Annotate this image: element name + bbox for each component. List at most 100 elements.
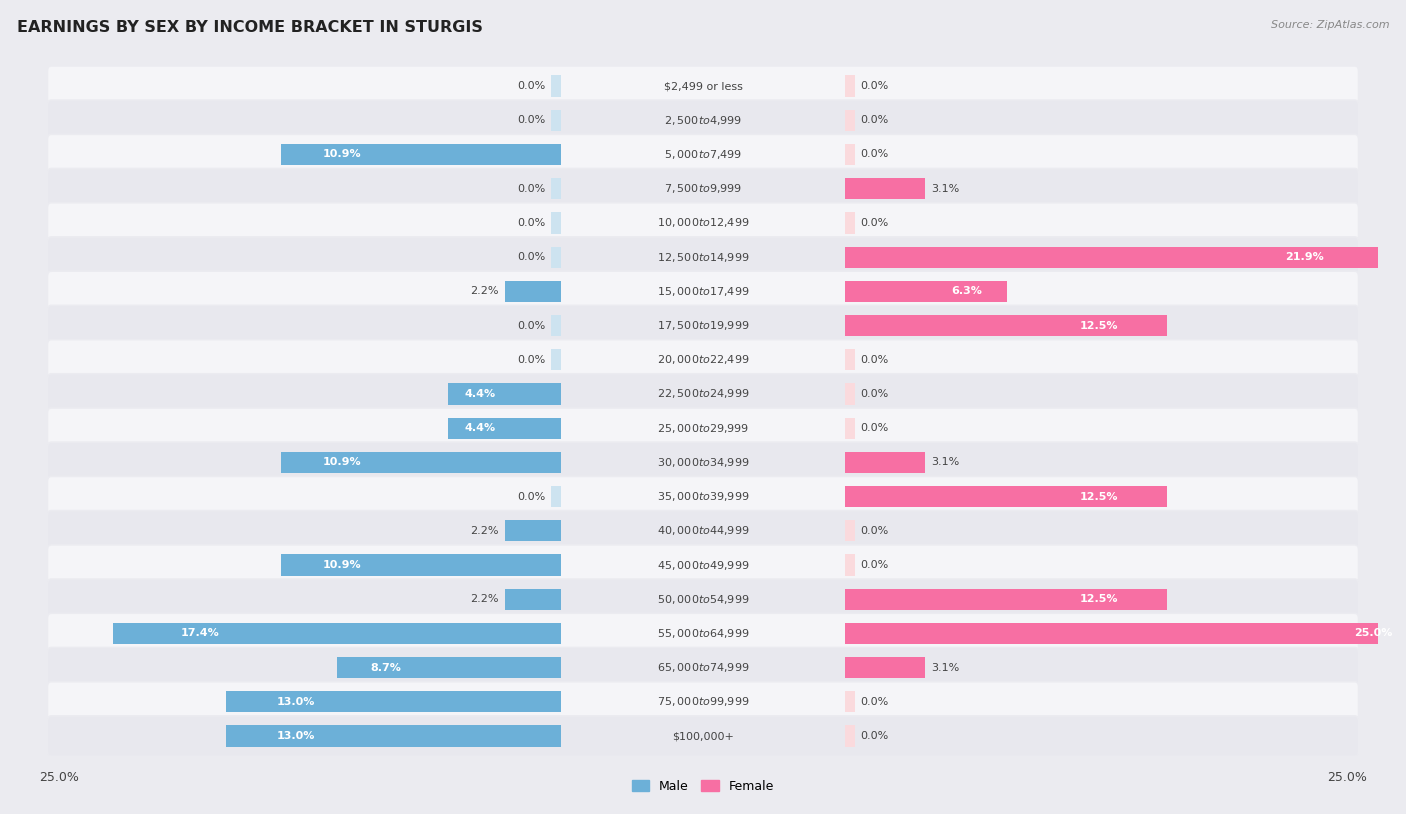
- Text: 2.2%: 2.2%: [470, 594, 498, 604]
- Bar: [551, 212, 561, 234]
- FancyBboxPatch shape: [48, 339, 1358, 380]
- Text: 10.9%: 10.9%: [322, 560, 361, 570]
- Bar: [337, 657, 561, 678]
- Text: 2.2%: 2.2%: [470, 526, 498, 536]
- Bar: [551, 178, 561, 199]
- Bar: [845, 486, 1167, 507]
- Text: 0.0%: 0.0%: [517, 321, 546, 330]
- Text: $15,000 to $17,499: $15,000 to $17,499: [657, 285, 749, 298]
- Bar: [845, 418, 855, 439]
- Text: 4.4%: 4.4%: [465, 423, 496, 433]
- Text: 17.4%: 17.4%: [180, 628, 219, 638]
- Text: $65,000 to $74,999: $65,000 to $74,999: [657, 661, 749, 674]
- Bar: [845, 349, 855, 370]
- Bar: [845, 178, 925, 199]
- Bar: [505, 281, 561, 302]
- Text: $50,000 to $54,999: $50,000 to $54,999: [657, 593, 749, 606]
- Text: $55,000 to $64,999: $55,000 to $64,999: [657, 627, 749, 640]
- Text: 0.0%: 0.0%: [860, 731, 889, 741]
- Bar: [845, 281, 1007, 302]
- Text: 0.0%: 0.0%: [517, 116, 546, 125]
- Text: 0.0%: 0.0%: [860, 423, 889, 433]
- Text: $7,500 to $9,999: $7,500 to $9,999: [664, 182, 742, 195]
- Text: 21.9%: 21.9%: [1285, 252, 1324, 262]
- Text: 0.0%: 0.0%: [860, 355, 889, 365]
- Text: $20,000 to $22,499: $20,000 to $22,499: [657, 353, 749, 366]
- Text: $30,000 to $34,999: $30,000 to $34,999: [657, 456, 749, 469]
- Text: 12.5%: 12.5%: [1080, 594, 1118, 604]
- Bar: [845, 247, 1406, 268]
- FancyBboxPatch shape: [48, 374, 1358, 414]
- FancyBboxPatch shape: [48, 305, 1358, 346]
- Text: $40,000 to $44,999: $40,000 to $44,999: [657, 524, 749, 537]
- Text: $35,000 to $39,999: $35,000 to $39,999: [657, 490, 749, 503]
- Text: 0.0%: 0.0%: [860, 526, 889, 536]
- Text: 0.0%: 0.0%: [860, 697, 889, 707]
- Text: 25.0%: 25.0%: [1354, 628, 1392, 638]
- Text: 0.0%: 0.0%: [517, 184, 546, 194]
- Text: 0.0%: 0.0%: [860, 389, 889, 399]
- Text: $25,000 to $29,999: $25,000 to $29,999: [657, 422, 749, 435]
- Bar: [845, 520, 855, 541]
- Bar: [226, 691, 561, 712]
- Text: $100,000+: $100,000+: [672, 731, 734, 741]
- FancyBboxPatch shape: [48, 510, 1358, 551]
- Bar: [845, 725, 855, 746]
- Bar: [449, 383, 561, 405]
- Text: 6.3%: 6.3%: [952, 287, 983, 296]
- FancyBboxPatch shape: [48, 442, 1358, 483]
- Text: $2,499 or less: $2,499 or less: [664, 81, 742, 91]
- Text: 3.1%: 3.1%: [931, 457, 959, 467]
- FancyBboxPatch shape: [48, 681, 1358, 722]
- Bar: [551, 486, 561, 507]
- Text: 0.0%: 0.0%: [517, 81, 546, 91]
- FancyBboxPatch shape: [48, 579, 1358, 619]
- Text: $12,500 to $14,999: $12,500 to $14,999: [657, 251, 749, 264]
- Bar: [845, 589, 1167, 610]
- Text: 2.2%: 2.2%: [470, 287, 498, 296]
- Bar: [845, 452, 925, 473]
- Bar: [281, 452, 561, 473]
- Bar: [845, 110, 855, 131]
- Bar: [226, 725, 561, 746]
- Text: 0.0%: 0.0%: [517, 355, 546, 365]
- Text: 13.0%: 13.0%: [277, 697, 315, 707]
- Bar: [505, 520, 561, 541]
- Bar: [281, 144, 561, 165]
- Text: Source: ZipAtlas.com: Source: ZipAtlas.com: [1271, 20, 1389, 30]
- Bar: [551, 349, 561, 370]
- Text: $2,500 to $4,999: $2,500 to $4,999: [664, 114, 742, 127]
- Text: 0.0%: 0.0%: [517, 492, 546, 501]
- FancyBboxPatch shape: [48, 647, 1358, 688]
- Text: $17,500 to $19,999: $17,500 to $19,999: [657, 319, 749, 332]
- Text: $5,000 to $7,499: $5,000 to $7,499: [664, 148, 742, 161]
- Text: 12.5%: 12.5%: [1080, 492, 1118, 501]
- Text: 0.0%: 0.0%: [860, 218, 889, 228]
- Text: 3.1%: 3.1%: [931, 184, 959, 194]
- Bar: [845, 691, 855, 712]
- FancyBboxPatch shape: [48, 66, 1358, 107]
- FancyBboxPatch shape: [48, 408, 1358, 449]
- Bar: [112, 623, 561, 644]
- FancyBboxPatch shape: [48, 237, 1358, 278]
- Bar: [449, 418, 561, 439]
- FancyBboxPatch shape: [48, 168, 1358, 209]
- Text: 10.9%: 10.9%: [322, 457, 361, 467]
- Text: $75,000 to $99,999: $75,000 to $99,999: [657, 695, 749, 708]
- Text: 10.9%: 10.9%: [322, 150, 361, 160]
- FancyBboxPatch shape: [48, 100, 1358, 141]
- FancyBboxPatch shape: [48, 203, 1358, 243]
- Bar: [845, 144, 855, 165]
- Bar: [505, 589, 561, 610]
- Bar: [845, 212, 855, 234]
- Bar: [845, 657, 925, 678]
- FancyBboxPatch shape: [48, 545, 1358, 585]
- Text: 0.0%: 0.0%: [517, 252, 546, 262]
- Bar: [551, 247, 561, 268]
- FancyBboxPatch shape: [48, 134, 1358, 175]
- Text: 12.5%: 12.5%: [1080, 321, 1118, 330]
- FancyBboxPatch shape: [48, 613, 1358, 654]
- Text: 4.4%: 4.4%: [465, 389, 496, 399]
- Text: 0.0%: 0.0%: [860, 150, 889, 160]
- Bar: [845, 623, 1406, 644]
